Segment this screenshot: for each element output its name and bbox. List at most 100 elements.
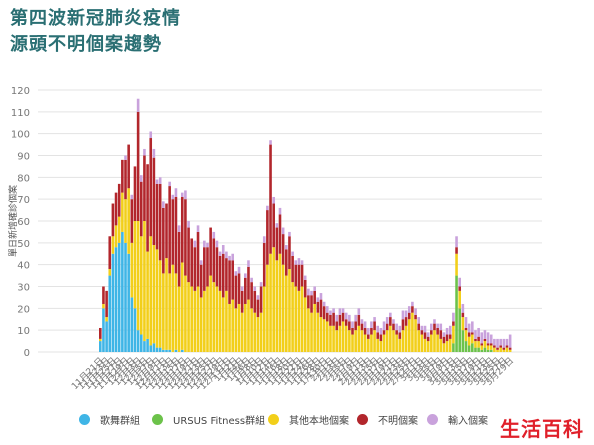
bar-segment-unknown xyxy=(212,238,216,283)
bar-segment-other_local xyxy=(193,290,197,352)
bar-segment-imported xyxy=(177,225,181,232)
y-tick-label: 110 xyxy=(11,108,30,119)
bar-segment-imported xyxy=(212,231,216,239)
bar-segment-other_local xyxy=(344,325,348,352)
bar-segment-other_local xyxy=(187,282,190,352)
bar-segment-other_local xyxy=(266,264,269,352)
bar-segment-other_local xyxy=(389,325,392,352)
bar-segment-other_local xyxy=(171,264,175,352)
bar-segment-ursus xyxy=(486,349,490,352)
bar-segment-unknown xyxy=(136,111,140,221)
bar-segment-other_local xyxy=(221,297,225,352)
bar-segment-dance xyxy=(152,343,156,352)
bar-segment-other_local xyxy=(366,338,370,352)
bar-segment-imported xyxy=(452,312,455,322)
bar-segment-other_local xyxy=(117,216,121,243)
bar-segment-unknown xyxy=(414,314,417,320)
bar-segment-unknown xyxy=(486,343,490,346)
bar-segment-unknown xyxy=(266,210,269,265)
bar-segment-imported xyxy=(420,325,424,331)
bar-segment-other_local xyxy=(325,321,329,352)
bar-segment-ursus xyxy=(464,341,468,352)
bar-segment-other_local xyxy=(253,312,257,352)
bar-segment-imported xyxy=(366,327,370,335)
bar-segment-imported xyxy=(474,330,477,339)
bar-segment-other_local xyxy=(174,273,178,350)
bar-segment-other_local xyxy=(127,188,130,254)
bar-segment-unknown xyxy=(127,144,130,189)
bar-segment-imported xyxy=(168,181,171,187)
bar-segment-other_local xyxy=(124,199,127,243)
bar-segment-unknown xyxy=(297,264,301,291)
bar-segment-ursus xyxy=(489,349,493,352)
bar-segment-other_local xyxy=(445,341,449,352)
bar-segment-unknown xyxy=(382,330,386,335)
bar-segment-unknown xyxy=(231,260,234,300)
y-tick-label: 120 xyxy=(11,86,30,97)
bar-segment-other_local xyxy=(99,338,102,342)
bar-segment-ursus xyxy=(467,345,471,352)
bar-segment-imported xyxy=(467,323,471,333)
bar-segment-unknown xyxy=(499,345,502,348)
bar-segment-unknown xyxy=(436,327,439,335)
bar-segment-imported xyxy=(414,308,417,315)
bar-segment-imported xyxy=(215,240,219,248)
bar-segment-ursus xyxy=(452,343,455,352)
bar-segment-other_local xyxy=(184,275,187,352)
bar-segment-other_local xyxy=(111,236,115,254)
bar-segment-imported xyxy=(436,323,439,328)
bar-segment-other_local xyxy=(228,303,231,352)
bar-segment-imported xyxy=(382,321,386,331)
bar-segment-dance xyxy=(108,275,112,352)
bar-segment-unknown xyxy=(392,323,395,331)
bar-segment-other_local xyxy=(471,334,474,344)
bar-segment-dance xyxy=(139,334,143,352)
bar-segment-other_local xyxy=(477,341,480,348)
bar-segment-other_local xyxy=(278,253,282,352)
bar-segment-imported xyxy=(266,205,269,211)
bar-segment-imported xyxy=(373,317,376,322)
bar-segment-other_local xyxy=(392,330,395,352)
bar-segment-imported xyxy=(502,338,506,348)
chart-title: 第四波新冠肺炎疫情 源頭不明個案趨勢 xyxy=(10,6,181,58)
bar-segment-unknown xyxy=(417,323,421,331)
bar-segment-other_local xyxy=(231,299,234,352)
bar-segment-other_local xyxy=(373,330,376,352)
bar-segment-other_local xyxy=(420,334,424,352)
bar-segment-other_local xyxy=(360,330,364,352)
bar-segment-unknown xyxy=(177,231,181,287)
bar-segment-unknown xyxy=(272,203,275,248)
bar-segment-imported xyxy=(281,227,285,235)
bar-segment-other_local xyxy=(288,269,291,352)
bar-segment-dance xyxy=(165,349,168,352)
bar-segment-other_local xyxy=(152,245,156,344)
bar-segment-unknown xyxy=(407,312,411,320)
bar-segment-unknown xyxy=(351,327,354,335)
legend-item-other-local: 其他本地個案 xyxy=(268,412,349,427)
bar-segment-imported xyxy=(404,310,408,318)
bar-segment-other_local xyxy=(322,319,326,352)
bar-segment-other_local xyxy=(442,343,446,352)
bar-segment-imported xyxy=(139,175,143,182)
bar-segment-other_local xyxy=(316,312,320,352)
bar-segment-other_local xyxy=(269,253,272,352)
bar-segment-dance xyxy=(121,231,124,352)
bar-segment-other_local xyxy=(256,317,260,352)
bar-segment-other_local xyxy=(203,290,206,352)
bar-segment-other_local xyxy=(237,303,241,352)
bar-segment-other_local xyxy=(285,275,288,352)
bar-segment-unknown xyxy=(493,345,496,348)
bar-segment-imported xyxy=(477,327,480,337)
bar-segment-imported xyxy=(155,179,159,184)
bar-segment-other_local xyxy=(348,330,351,352)
bar-segment-imported xyxy=(464,317,468,328)
bar-segment-other_local xyxy=(310,312,313,352)
bar-segment-imported xyxy=(426,332,430,337)
bar-segment-other_local xyxy=(493,347,496,352)
bar-segment-dance xyxy=(143,341,146,352)
bar-segment-unknown xyxy=(483,338,487,342)
bar-segment-other_local xyxy=(395,334,398,352)
bar-segment-imported xyxy=(430,323,433,331)
bar-segment-unknown xyxy=(111,203,115,237)
bar-segment-imported xyxy=(225,251,228,259)
